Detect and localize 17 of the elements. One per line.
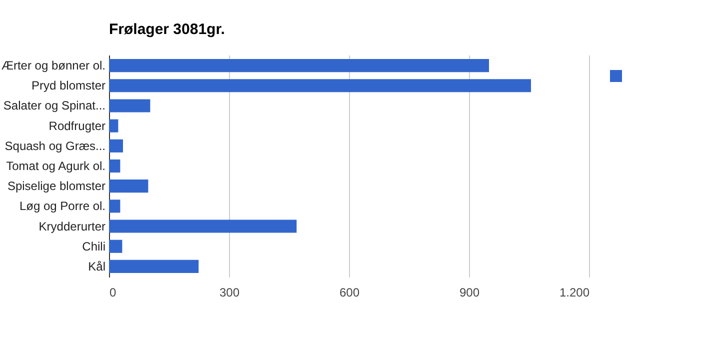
y-tick-label: Salater og Spinat... (3, 98, 106, 113)
y-tick-label: Rodfrugter (48, 118, 106, 133)
x-tick-label: 300 (219, 286, 240, 300)
y-tick-label: Ærter og bønner ol. (1, 58, 106, 73)
x-tick-label: 600 (339, 286, 360, 300)
y-tick-label: Tomat og Agurk ol. (6, 159, 106, 173)
y-tick-label: Pryd blomster (31, 78, 106, 93)
y-tick-label: Krydderurter (38, 219, 106, 234)
y-tick-label: Løg og Porre ol. (19, 199, 106, 214)
x-tick-label: 0 (110, 286, 116, 300)
y-tick-label: Chili (82, 239, 106, 254)
chart-title: Frølager 3081gr. (109, 21, 225, 38)
y-tick-label: Squash og Græs... (4, 138, 106, 153)
y-tick-label: Kål (88, 259, 106, 274)
x-tick-label: 900 (459, 286, 480, 300)
x-tick-label: 1.200 (559, 286, 590, 300)
y-tick-label: Spiselige blomster (7, 179, 106, 194)
